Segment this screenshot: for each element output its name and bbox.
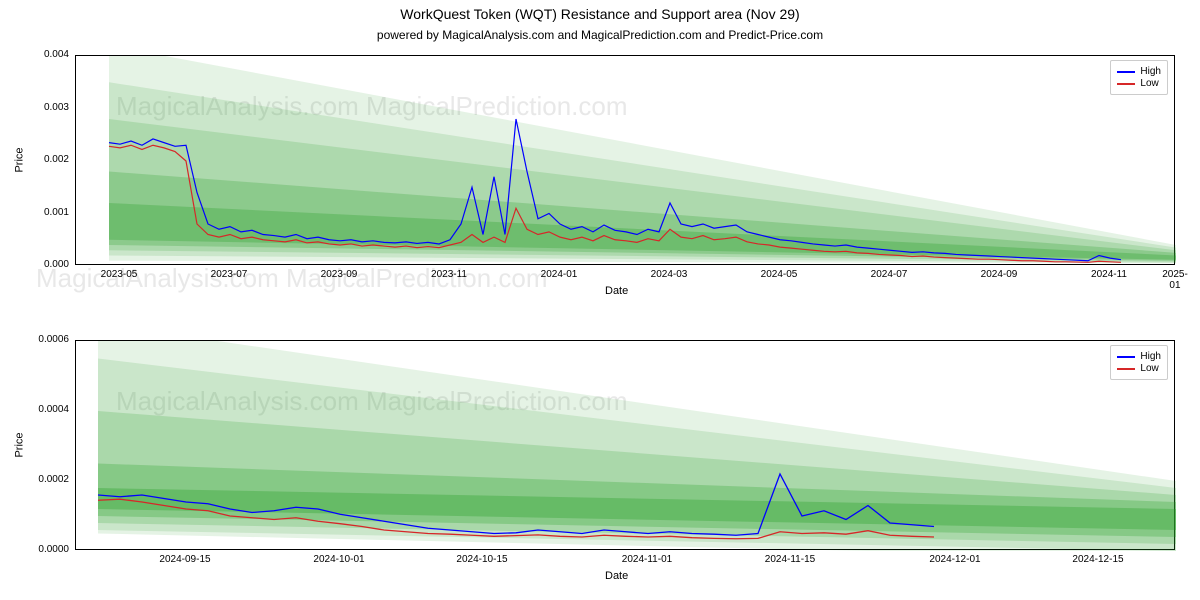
legend-swatch	[1117, 356, 1135, 358]
legend: High Low	[1110, 60, 1168, 95]
x-tick-label: 2023-07	[211, 269, 248, 280]
chart-svg-bottom	[76, 341, 1176, 551]
y-tick-label: 0.004	[23, 49, 69, 60]
chart-svg-top	[76, 56, 1176, 266]
x-tick-label: 2023-09	[321, 269, 358, 280]
y-tick-label: 0.003	[23, 102, 69, 113]
x-tick-label: 2024-09-15	[159, 554, 210, 565]
y-tick-label: 0.002	[23, 154, 69, 165]
x-tick-label: 2024-07	[871, 269, 908, 280]
y-tick-label: 0.0002	[23, 474, 69, 485]
x-tick-label: 2024-11-15	[765, 554, 815, 565]
y-tick-label: 0.000	[23, 259, 69, 270]
y-tick-label: 0.0000	[23, 544, 69, 555]
x-tick-label: 2025-01	[1162, 269, 1188, 291]
legend-label: Low	[1140, 363, 1158, 374]
y-tick-label: 0.0006	[23, 334, 69, 345]
legend-item-low: Low	[1117, 363, 1161, 374]
x-tick-label: 2024-05	[761, 269, 798, 280]
legend-label: High	[1140, 351, 1161, 362]
x-tick-label: 2024-03	[651, 269, 688, 280]
x-axis-label: Date	[605, 285, 628, 297]
chart-container: { "title": "WorkQuest Token (WQT) Resist…	[0, 0, 1200, 600]
chart-title: WorkQuest Token (WQT) Resistance and Sup…	[0, 6, 1200, 22]
x-tick-label: 2024-01	[541, 269, 578, 280]
legend-swatch	[1117, 71, 1135, 73]
x-tick-label: 2024-09	[981, 269, 1018, 280]
chart-panel-bottom: MagicalAnalysis.com MagicalPrediction.co…	[75, 340, 1175, 550]
y-axis-label: Price	[14, 432, 26, 457]
legend-swatch	[1117, 368, 1135, 370]
legend-item-low: Low	[1117, 78, 1161, 89]
legend-swatch	[1117, 83, 1135, 85]
x-tick-label: 2023-05	[101, 269, 138, 280]
x-tick-label: 2024-12-01	[929, 554, 980, 565]
chart-subtitle: powered by MagicalAnalysis.com and Magic…	[0, 28, 1200, 42]
legend-label: High	[1140, 66, 1161, 77]
x-axis-label: Date	[605, 570, 628, 582]
x-tick-label: 2024-10-01	[313, 554, 364, 565]
x-tick-label: 2024-12-15	[1072, 554, 1123, 565]
x-tick-label: 2023-11	[431, 269, 467, 280]
x-tick-label: 2024-10-15	[456, 554, 507, 565]
legend-item-high: High	[1117, 66, 1161, 77]
chart-panel-top: MagicalAnalysis.com MagicalPrediction.co…	[75, 55, 1175, 265]
legend-label: Low	[1140, 78, 1158, 89]
x-tick-label: 2024-11	[1091, 269, 1127, 280]
y-tick-label: 0.0004	[23, 404, 69, 415]
legend: High Low	[1110, 345, 1168, 380]
x-tick-label: 2024-11-01	[622, 554, 672, 565]
legend-item-high: High	[1117, 351, 1161, 362]
y-tick-label: 0.001	[23, 207, 69, 218]
